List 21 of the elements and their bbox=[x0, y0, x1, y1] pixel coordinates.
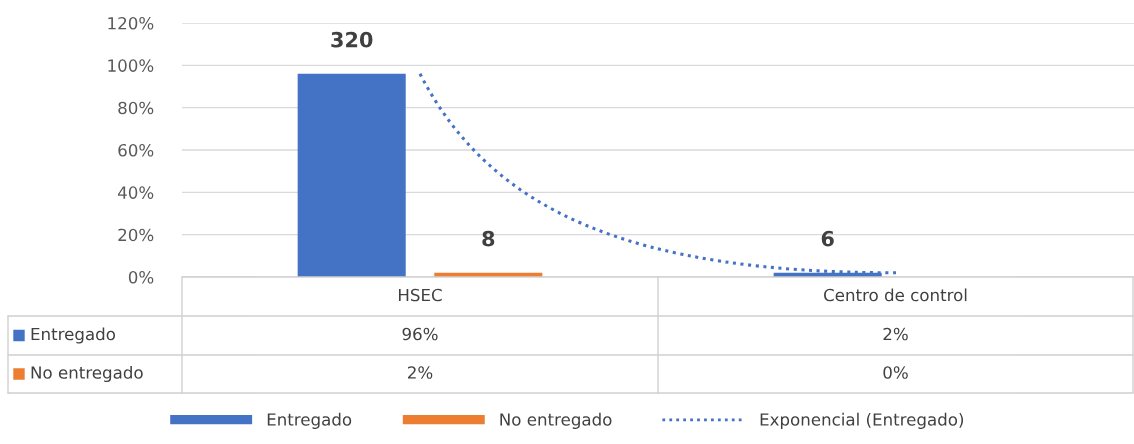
annotation: 6 bbox=[821, 230, 834, 247]
legend-label: No entregado bbox=[500, 412, 612, 429]
y-tick-label: 40% bbox=[117, 186, 154, 199]
y-tick-label: 100% bbox=[108, 59, 154, 72]
y-tick-label: 0% bbox=[128, 270, 154, 284]
annotation: 320 bbox=[331, 31, 373, 48]
data-label: 0% bbox=[883, 366, 908, 379]
y-tick-label: 20% bbox=[118, 228, 154, 242]
data-label: 2% bbox=[408, 366, 433, 379]
x-tick-label: Centro de control bbox=[824, 288, 967, 302]
y-tick-label: 60% bbox=[118, 143, 154, 157]
x-tick-label: HSEC bbox=[398, 288, 442, 302]
annotation: 8 bbox=[482, 230, 495, 247]
legend-label: Exponencial (Entregado) bbox=[760, 412, 964, 429]
y-tick-label: 80% bbox=[118, 101, 154, 115]
legend-label: Entregado bbox=[267, 412, 352, 429]
y-tick-label: 120% bbox=[108, 16, 154, 30]
data-label: 2% bbox=[883, 327, 908, 341]
data-label: 96% bbox=[402, 327, 438, 341]
text: Entregado bbox=[31, 327, 116, 344]
text: No entregado bbox=[31, 365, 143, 383]
